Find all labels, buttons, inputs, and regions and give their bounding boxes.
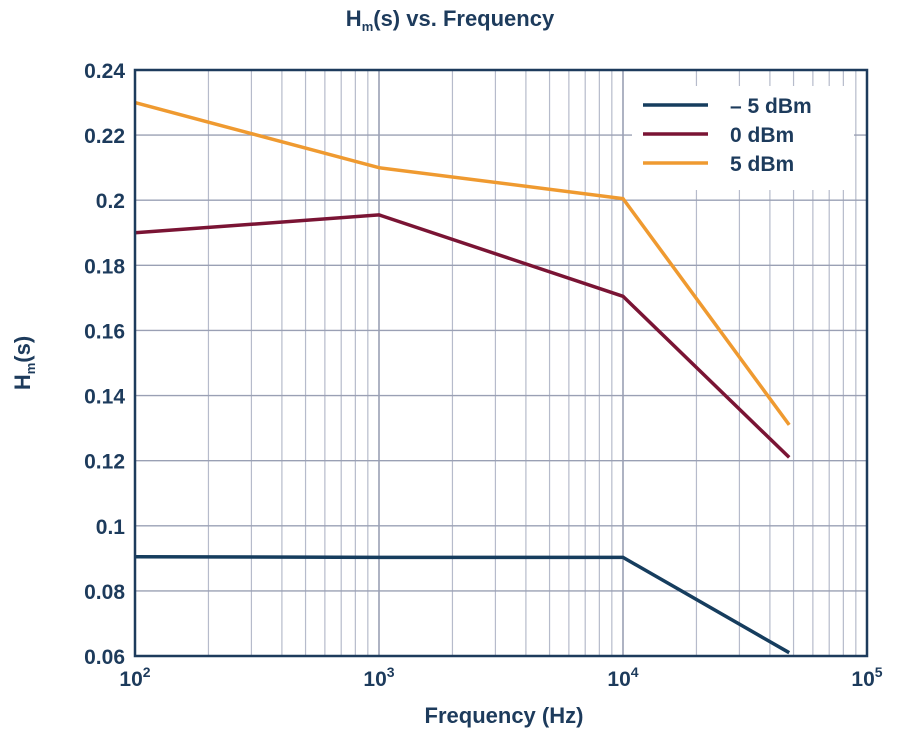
y-tick-label: 0.16 <box>84 320 125 343</box>
y-tick-label: 0.18 <box>84 255 125 278</box>
series-line-2 <box>134 100 791 426</box>
x-tick-label: 105 <box>851 664 882 691</box>
series-line-1 <box>134 213 791 459</box>
y-axis-label-subscript: m <box>23 363 38 375</box>
series-line-0 <box>134 554 791 655</box>
chart-title-rest: (s) vs. Frequency <box>373 6 555 31</box>
x-tick-label: 103 <box>363 664 394 691</box>
y-tick-label: 0.12 <box>84 451 125 474</box>
chart-title: Hm(s) vs. Frequency <box>0 6 900 34</box>
x-tick-label: 102 <box>119 664 150 691</box>
y-tick-label: 0.24 <box>84 60 125 83</box>
y-tick-label: 0.14 <box>84 386 125 409</box>
legend-label: 0 dBm <box>730 124 794 147</box>
y-axis-label-rest: (s) <box>10 336 35 363</box>
x-tick-label: 104 <box>607 664 638 691</box>
y-tick-label: 0.06 <box>84 646 125 669</box>
y-tick-labels: 0.06 0.08 0.1 0.12 0.14 0.16 0.18 0.2 0.22 0.24 <box>84 60 125 669</box>
y-tick-label: 0.22 <box>84 125 125 148</box>
y-axis-label: Hm(s) <box>10 336 38 390</box>
x-axis-label: Frequency (Hz) <box>425 703 584 728</box>
chart-title-main: H <box>345 6 362 31</box>
legend-label: – 5 dBm <box>730 95 812 118</box>
chart-title-subscript: m <box>361 19 374 34</box>
y-axis-label-main: H <box>10 374 35 390</box>
y-tick-label: 0.2 <box>96 190 125 213</box>
legend: – 5 dBm 0 dBm 5 dBm <box>632 86 854 190</box>
series-layer <box>134 100 791 655</box>
x-tick-labels: 102 103 104 105 <box>119 664 882 691</box>
plot-frame <box>133 68 869 658</box>
legend-label: 5 dBm <box>730 153 794 176</box>
y-tick-label: 0.1 <box>96 516 126 539</box>
y-tick-label: 0.08 <box>84 581 125 604</box>
